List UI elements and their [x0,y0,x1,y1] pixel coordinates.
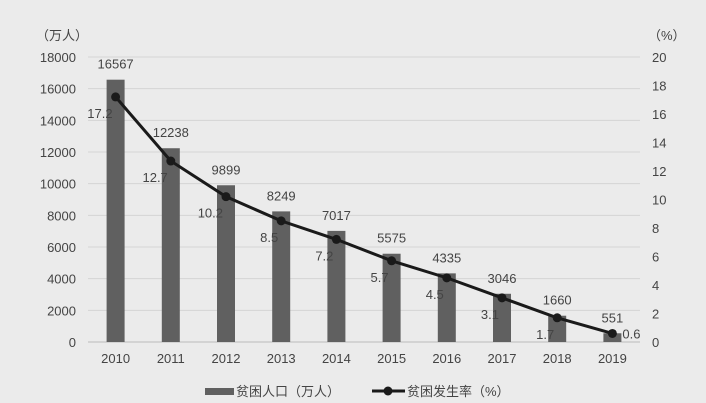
bar [493,293,511,342]
left-tick-label: 4000 [47,272,76,287]
legend-bar-swatch [205,388,234,395]
rate-data-label: 0.6 [622,326,640,341]
rate-point [221,192,231,202]
rate-data-label: 1.7 [536,327,554,342]
bar-data-label: 8249 [267,188,296,203]
x-tick-label: 2018 [543,351,572,366]
left-axis-unit: （万人） [36,28,88,43]
bar [437,273,456,342]
bar-data-label: 7017 [322,208,351,223]
left-tick-label: 16000 [40,82,76,97]
rate-data-label: 12.7 [142,170,167,185]
bar [548,315,567,342]
bar [327,230,346,342]
x-tick-label: 2014 [322,351,351,366]
right-tick-label: 14 [652,136,666,151]
bar [272,211,291,342]
rate-data-label: 10.2 [198,206,223,221]
left-tick-label: 2000 [47,303,76,318]
bar-data-label: 12238 [153,125,189,140]
right-tick-label: 6 [652,250,659,265]
rate-data-label: 3.1 [481,307,499,322]
rate-point [607,328,617,338]
rate-point [552,313,562,323]
left-tick-label: 6000 [47,240,76,255]
left-tick-label: 12000 [40,145,76,160]
right-tick-label: 16 [652,107,666,122]
legend-line-marker [383,386,393,396]
right-tick-label: 2 [652,307,659,322]
rate-data-label: 17.2 [87,106,112,121]
x-tick-label: 2012 [212,351,241,366]
right-tick-label: 18 [652,79,666,94]
bar [217,185,235,342]
x-tick-label: 2011 [157,351,185,366]
right-tick-label: 8 [652,221,659,236]
legend-bar-label: 贫困人口（万人） [236,384,340,399]
right-tick-label: 10 [652,193,666,208]
bar [106,79,125,343]
bar-data-label: 1660 [543,293,572,308]
bar [161,148,180,342]
right-tick-label: 4 [652,278,659,293]
x-tick-label: 2015 [377,351,406,366]
right-tick-label: 12 [652,164,666,179]
legend-line-label: 贫困发生率（%） [407,384,510,399]
right-tick-label: 20 [652,50,666,65]
x-tick-label: 2010 [101,351,130,366]
bar-data-label: 5575 [377,231,406,246]
rate-point [497,293,507,303]
x-tick-label: 2016 [432,351,461,366]
x-tick-label: 2019 [598,351,627,366]
rate-line [114,95,613,335]
left-tick-label: 10000 [40,177,76,192]
rate-point [442,273,452,283]
bar-data-label: 551 [602,310,624,325]
rate-data-label: 8.5 [260,230,278,245]
rate-data-label: 5.7 [371,270,389,285]
bar [382,253,401,342]
left-tick-label: 8000 [47,208,76,223]
rate-data-label: 7.2 [315,248,333,263]
x-tick-label: 2017 [488,351,517,366]
bar-data-label: 4335 [432,250,461,265]
rate-point [276,216,286,226]
rate-point [331,234,341,244]
right-tick-label: 0 [652,335,659,350]
x-tick-label: 2013 [267,351,296,366]
bar-data-label: 9899 [212,162,241,177]
rate-point [387,256,397,266]
left-tick-label: 14000 [40,113,76,128]
rate-data-label: 4.5 [426,287,444,302]
bar-data-label: 16567 [98,57,134,72]
left-tick-label: 0 [69,335,76,350]
bar-data-label: 3046 [488,271,517,286]
rate-point [111,92,121,102]
right-axis-unit: （%） [648,28,686,43]
left-tick-label: 18000 [40,50,76,65]
rate-point [166,156,176,166]
